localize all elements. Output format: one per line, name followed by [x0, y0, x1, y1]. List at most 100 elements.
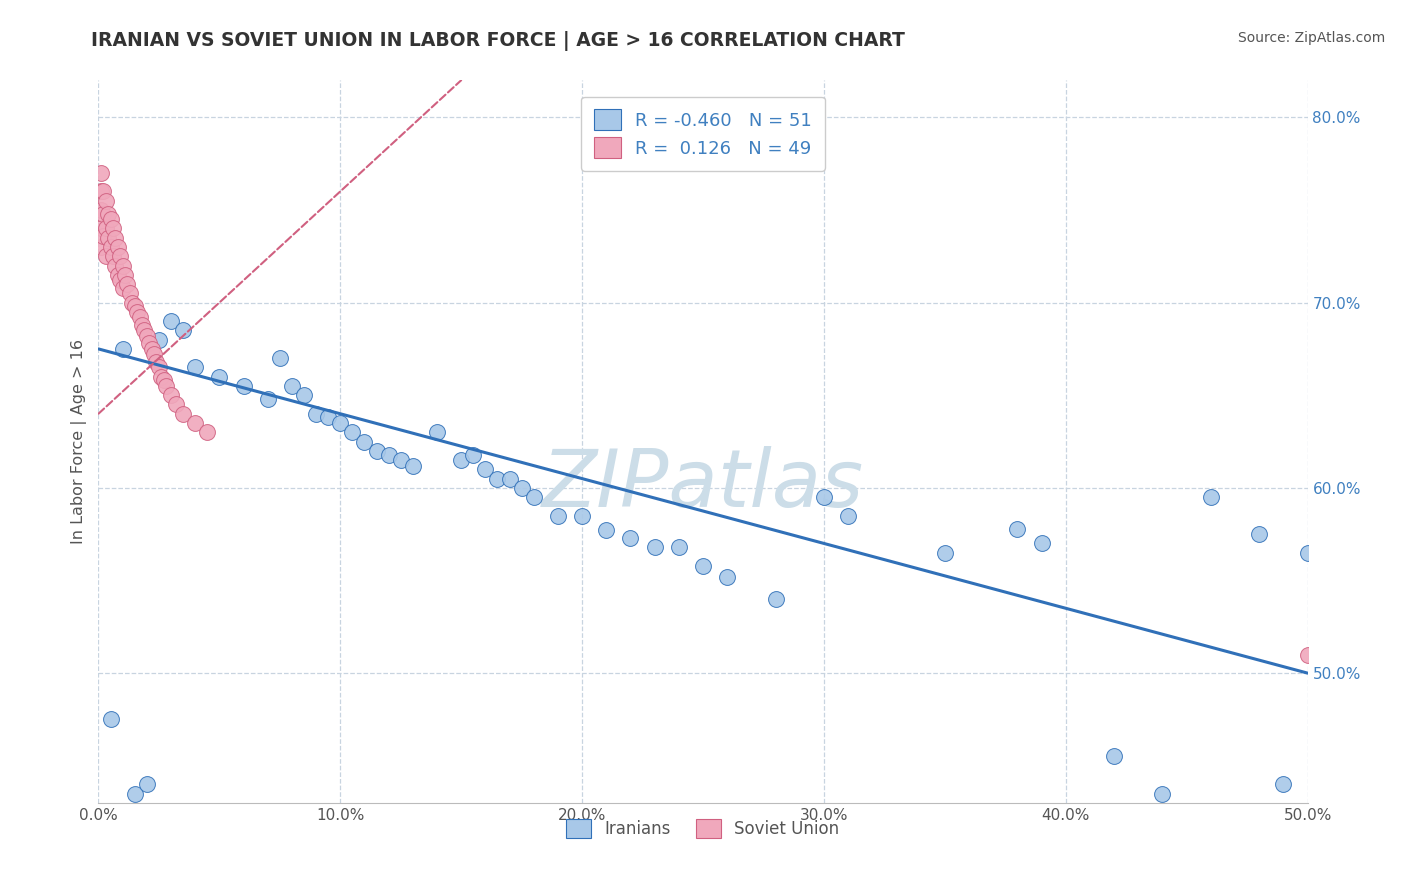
- Point: [1102, 749, 1125, 764]
- Point: [1249, 527, 1271, 541]
- Point: [184, 416, 207, 430]
- Point: [152, 373, 174, 387]
- Point: [329, 416, 352, 430]
- Point: [155, 379, 177, 393]
- Point: [91, 228, 114, 243]
- Point: [765, 592, 787, 607]
- Point: [1296, 648, 1319, 662]
- Point: [547, 508, 569, 523]
- Point: [90, 221, 112, 235]
- Point: [1296, 546, 1319, 560]
- Point: [342, 425, 364, 440]
- Point: [104, 231, 127, 245]
- Point: [160, 388, 183, 402]
- Point: [114, 268, 136, 282]
- Point: [208, 369, 231, 384]
- Point: [316, 410, 339, 425]
- Point: [1199, 490, 1222, 504]
- Point: [111, 259, 134, 273]
- Text: IRANIAN VS SOVIET UNION IN LABOR FORCE | AGE > 16 CORRELATION CHART: IRANIAN VS SOVIET UNION IN LABOR FORCE |…: [91, 31, 905, 51]
- Point: [118, 286, 141, 301]
- Point: [150, 369, 173, 384]
- Point: [426, 425, 449, 440]
- Point: [463, 448, 485, 462]
- Y-axis label: In Labor Force | Age > 16: In Labor Force | Age > 16: [72, 339, 87, 544]
- Text: Source: ZipAtlas.com: Source: ZipAtlas.com: [1237, 31, 1385, 45]
- Point: [90, 166, 112, 180]
- Point: [90, 185, 112, 199]
- Point: [101, 221, 124, 235]
- Point: [389, 453, 412, 467]
- Point: [934, 546, 956, 560]
- Point: [172, 323, 194, 337]
- Point: [108, 249, 131, 263]
- Point: [813, 490, 835, 504]
- Point: [160, 314, 183, 328]
- Point: [165, 397, 187, 411]
- Point: [269, 351, 291, 366]
- Point: [145, 355, 167, 369]
- Point: [498, 472, 520, 486]
- Point: [692, 558, 714, 573]
- Point: [1031, 536, 1053, 550]
- Point: [450, 453, 472, 467]
- Point: [486, 472, 509, 486]
- Point: [124, 787, 146, 801]
- Point: [402, 458, 425, 473]
- Point: [281, 379, 304, 393]
- Point: [305, 407, 328, 421]
- Point: [128, 310, 150, 325]
- Legend: Iranians, Soviet Union: Iranians, Soviet Union: [560, 813, 846, 845]
- Point: [195, 425, 218, 440]
- Point: [353, 434, 375, 449]
- Point: [1152, 787, 1174, 801]
- Point: [141, 342, 163, 356]
- Point: [716, 570, 738, 584]
- Point: [94, 194, 117, 208]
- Point: [97, 207, 120, 221]
- Point: [101, 249, 124, 263]
- Point: [474, 462, 496, 476]
- Point: [138, 336, 160, 351]
- Point: [644, 540, 666, 554]
- Point: [90, 202, 112, 217]
- Point: [108, 273, 131, 287]
- Point: [1007, 522, 1029, 536]
- Point: [127, 305, 149, 319]
- Point: [91, 185, 114, 199]
- Point: [377, 448, 399, 462]
- Point: [97, 231, 120, 245]
- Point: [111, 342, 134, 356]
- Point: [104, 259, 127, 273]
- Point: [124, 299, 146, 313]
- Point: [184, 360, 207, 375]
- Point: [232, 379, 254, 393]
- Point: [510, 481, 533, 495]
- Point: [837, 508, 859, 523]
- Point: [107, 268, 129, 282]
- Point: [523, 490, 546, 504]
- Point: [292, 388, 315, 402]
- Text: ZIPatlas: ZIPatlas: [541, 446, 865, 524]
- Point: [366, 443, 388, 458]
- Point: [148, 333, 170, 347]
- Point: [94, 221, 117, 235]
- Point: [100, 212, 122, 227]
- Point: [117, 277, 139, 291]
- Point: [148, 360, 170, 375]
- Point: [619, 531, 641, 545]
- Point: [94, 249, 117, 263]
- Point: [668, 540, 690, 554]
- Point: [100, 240, 122, 254]
- Point: [111, 281, 134, 295]
- Point: [90, 240, 112, 254]
- Point: [91, 207, 114, 221]
- Point: [100, 713, 122, 727]
- Point: [135, 777, 157, 791]
- Point: [107, 240, 129, 254]
- Point: [134, 323, 156, 337]
- Point: [135, 329, 157, 343]
- Point: [121, 295, 143, 310]
- Point: [172, 407, 194, 421]
- Point: [571, 508, 593, 523]
